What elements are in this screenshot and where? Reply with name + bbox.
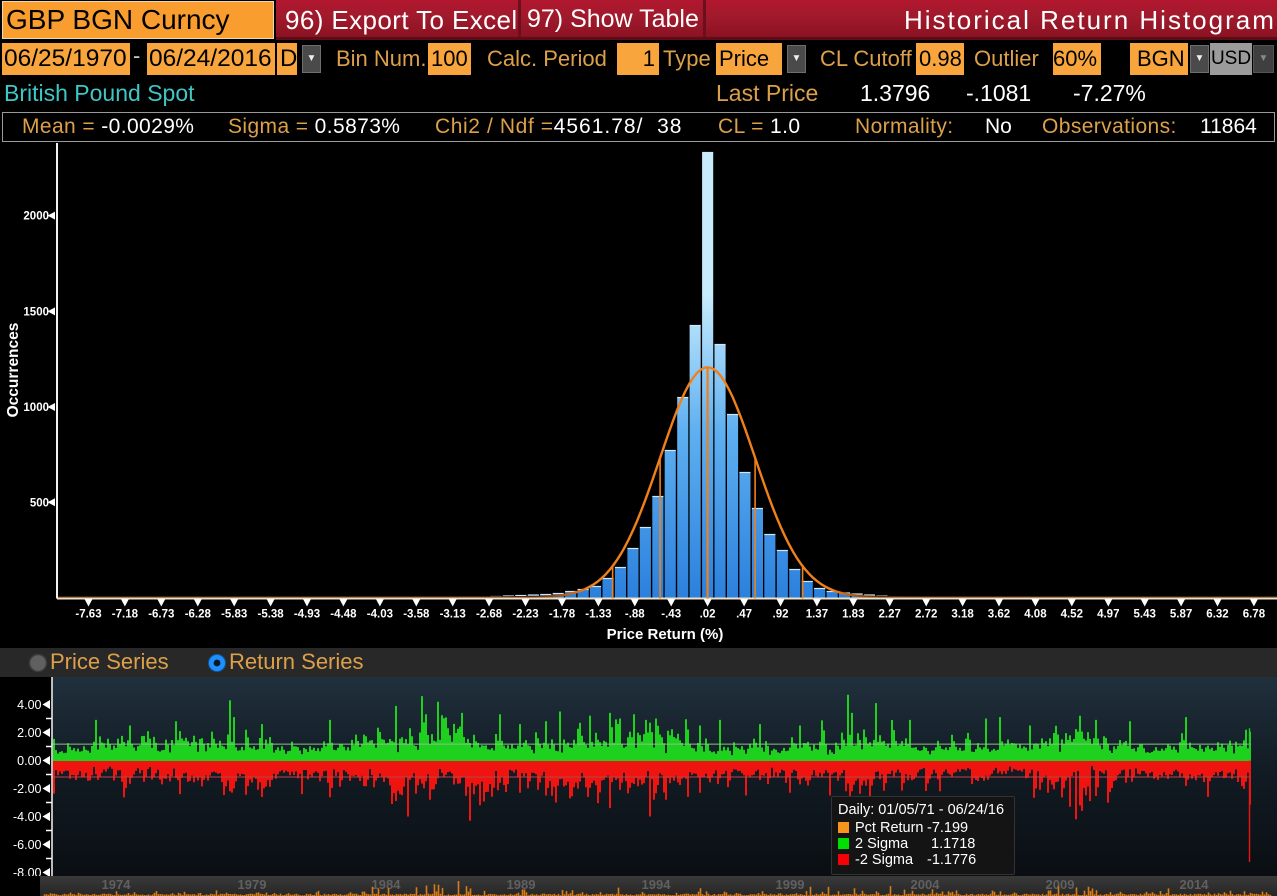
svg-text:5.43: 5.43 <box>1134 609 1156 621</box>
svg-text:-6.00: -6.00 <box>13 838 42 852</box>
svg-text:-2.23: -2.23 <box>512 609 538 621</box>
svg-text:0.00: 0.00 <box>17 754 41 768</box>
svg-text:-8.00: -8.00 <box>13 866 42 876</box>
svg-text:-1.78: -1.78 <box>549 609 576 621</box>
svg-text:2.00: 2.00 <box>17 726 41 740</box>
svg-text:-5.83: -5.83 <box>221 609 247 621</box>
svg-text:2.72: 2.72 <box>915 609 937 621</box>
svg-text:-2.00: -2.00 <box>13 782 42 796</box>
svg-text:Occurrences: Occurrences <box>5 323 22 418</box>
svg-text:-4.48: -4.48 <box>330 609 357 621</box>
svg-text:-3.13: -3.13 <box>440 609 466 621</box>
svg-text:1.83: 1.83 <box>842 609 864 621</box>
svg-text:-.88: -.88 <box>625 609 645 621</box>
svg-text:3.18: 3.18 <box>951 609 974 621</box>
svg-text:.92: .92 <box>773 609 789 621</box>
svg-text:2.27: 2.27 <box>879 609 901 621</box>
svg-text:5.87: 5.87 <box>1170 609 1192 621</box>
svg-text:4.97: 4.97 <box>1097 609 1119 621</box>
svg-text:2000: 2000 <box>23 211 49 223</box>
svg-text:-4.00: -4.00 <box>13 810 42 824</box>
svg-text:.02: .02 <box>700 609 716 621</box>
svg-text:.47: .47 <box>736 609 752 621</box>
svg-text:6.32: 6.32 <box>1206 609 1228 621</box>
svg-text:-7.63: -7.63 <box>75 609 101 621</box>
svg-text:1.37: 1.37 <box>806 609 828 621</box>
svg-text:-7.18: -7.18 <box>112 609 139 621</box>
svg-text:-4.03: -4.03 <box>367 609 393 621</box>
svg-text:3.62: 3.62 <box>988 609 1010 621</box>
svg-text:1000: 1000 <box>23 402 49 414</box>
svg-text:4.00: 4.00 <box>17 698 41 712</box>
svg-text:-4.93: -4.93 <box>294 609 320 621</box>
svg-text:1500: 1500 <box>23 306 49 318</box>
svg-text:-3.58: -3.58 <box>403 609 430 621</box>
svg-text:-.43: -.43 <box>661 609 681 621</box>
svg-text:4.08: 4.08 <box>1024 609 1047 621</box>
svg-text:Price Return (%): Price Return (%) <box>607 626 724 643</box>
svg-text:-5.38: -5.38 <box>257 609 284 621</box>
svg-text:-6.73: -6.73 <box>148 609 174 621</box>
svg-text:-6.28: -6.28 <box>185 609 212 621</box>
svg-text:4.52: 4.52 <box>1061 609 1083 621</box>
svg-text:6.78: 6.78 <box>1243 609 1266 621</box>
svg-text:500: 500 <box>30 497 49 509</box>
svg-text:-1.33: -1.33 <box>585 609 611 621</box>
svg-text:-2.68: -2.68 <box>476 609 503 621</box>
